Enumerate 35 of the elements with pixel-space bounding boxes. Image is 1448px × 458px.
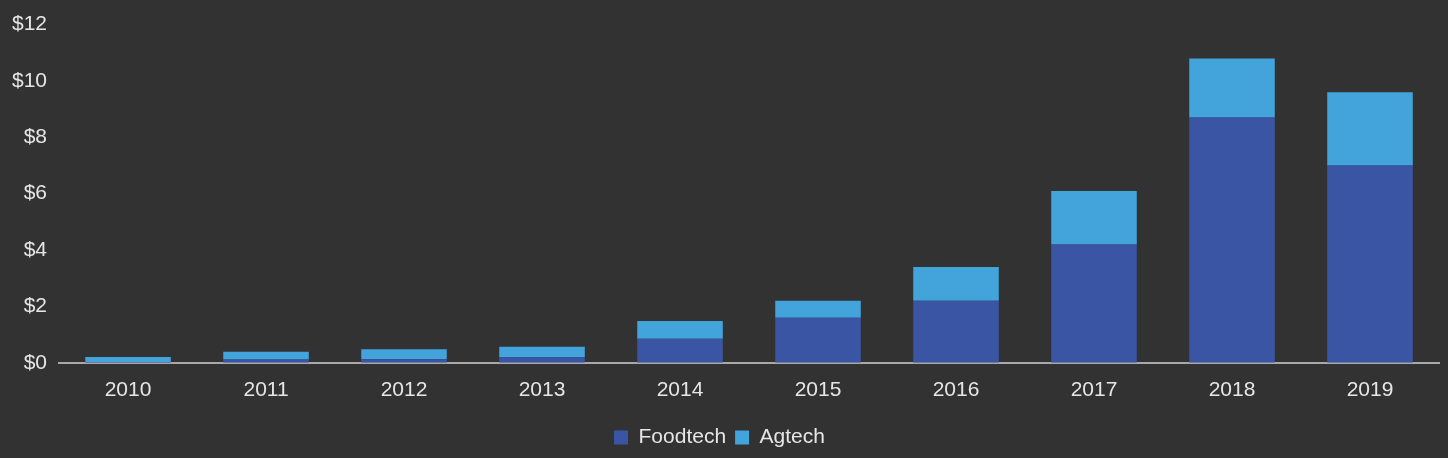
bar <box>637 338 723 363</box>
y-tick-label: $10 <box>11 67 48 91</box>
legend-label: Foodtech <box>638 424 727 448</box>
bar <box>223 351 309 360</box>
x-tick-label: 2015 <box>794 377 842 401</box>
bar <box>913 300 999 363</box>
x-tick-label: 2011 <box>243 377 289 401</box>
y-tick-label: $6 <box>23 180 48 204</box>
y-tick-label: $8 <box>23 124 48 148</box>
legend-label: Agtech <box>759 424 825 448</box>
bar <box>637 321 723 339</box>
bar <box>1327 92 1413 166</box>
x-tick-label: 2016 <box>932 377 980 401</box>
bar <box>499 346 585 358</box>
x-tick-label: 2019 <box>1346 377 1394 401</box>
bar <box>1189 117 1275 363</box>
bar <box>913 266 999 301</box>
x-tick-label: 2010 <box>104 377 152 401</box>
y-tick-label: $4 <box>23 236 48 260</box>
y-tick-label: $2 <box>23 293 48 317</box>
bar <box>1327 165 1413 363</box>
x-tick-label: 2012 <box>380 377 428 401</box>
y-tick-label: $0 <box>23 349 48 373</box>
bar <box>775 317 861 363</box>
bar <box>361 349 447 360</box>
x-tick-label: 2013 <box>518 377 566 401</box>
bar <box>85 356 171 362</box>
x-tick-label: 2014 <box>656 377 704 401</box>
x-tick-label: 2017 <box>1070 377 1118 401</box>
bar <box>1051 244 1137 363</box>
x-tick-label: 2018 <box>1208 377 1256 401</box>
bar <box>1189 58 1275 118</box>
y-tick-label: $12 <box>11 11 48 35</box>
bar <box>775 300 861 318</box>
bar <box>1051 190 1137 245</box>
